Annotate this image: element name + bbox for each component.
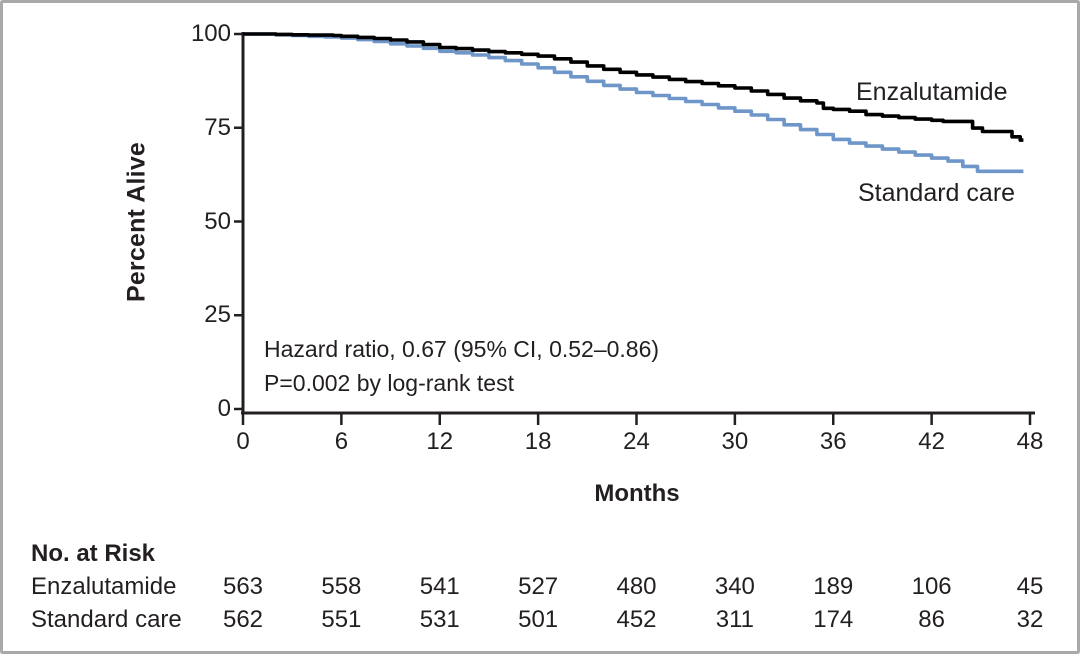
risk-value: 551: [321, 606, 362, 633]
x-tick-label-0: 0: [236, 428, 250, 455]
x-axis-title: Months: [594, 480, 680, 507]
stats-annotation: Hazard ratio, 0.67 (95% CI, 0.52–0.86) P…: [264, 332, 659, 400]
risk-value: 106: [911, 573, 952, 600]
risk-value: 562: [222, 606, 264, 633]
x-tick-label-30: 30: [721, 428, 749, 455]
risk-value: 174: [813, 606, 854, 633]
risk-value: 558: [321, 573, 362, 600]
y-tick-label-50: 50: [204, 207, 231, 235]
risk-value: 480: [616, 573, 657, 600]
curve-label-standard-care: Standard care: [858, 179, 1016, 207]
risk-value: 311: [715, 606, 755, 633]
y-axis-title: Percent Alive: [122, 141, 151, 303]
risk-value: 189: [813, 573, 854, 600]
risk-value: 527: [518, 573, 559, 600]
survival-chart-canvas: [234, 32, 1035, 425]
x-tick-label-36: 36: [819, 428, 847, 455]
risk-value: 501: [518, 606, 559, 633]
risk-value: 340: [714, 573, 755, 600]
x-tick-label-48: 48: [1016, 428, 1044, 455]
y-tick-label-75: 75: [204, 113, 231, 141]
risk-value: 531: [419, 606, 460, 633]
risk-value: 452: [616, 606, 657, 633]
risk-row-label-enzalutamide: Enzalutamide: [31, 573, 177, 600]
risk-value: 32: [1016, 606, 1044, 633]
y-tick-label-0: 0: [217, 395, 231, 422]
x-tick-label-42: 42: [918, 428, 945, 455]
pvalue-text: P=0.002 by log-rank test: [264, 370, 514, 396]
risk-value: 45: [1016, 573, 1044, 600]
y-tick-label-25: 25: [204, 301, 231, 329]
risk-table-title: No. at Risk: [31, 540, 156, 567]
y-tick-label-100: 100: [190, 20, 231, 47]
curve-label-enzalutamide: Enzalutamide: [856, 78, 1008, 106]
survival-curve-enzalutamide: [243, 32, 1024, 142]
x-tick-label-24: 24: [623, 428, 650, 455]
risk-value: 541: [419, 573, 460, 600]
x-tick-label-6: 6: [334, 428, 349, 455]
risk-value: 563: [222, 573, 264, 600]
x-tick-label-12: 12: [426, 428, 454, 455]
risk-value: 86: [918, 606, 945, 633]
risk-row-label-standard-care: Standard care: [31, 606, 182, 633]
x-tick-label-18: 18: [524, 428, 552, 455]
survival-curve-standard-care: [243, 32, 1024, 174]
hazard-ratio-text: Hazard ratio, 0.67 (95% CI, 0.52–0.86): [264, 336, 660, 362]
